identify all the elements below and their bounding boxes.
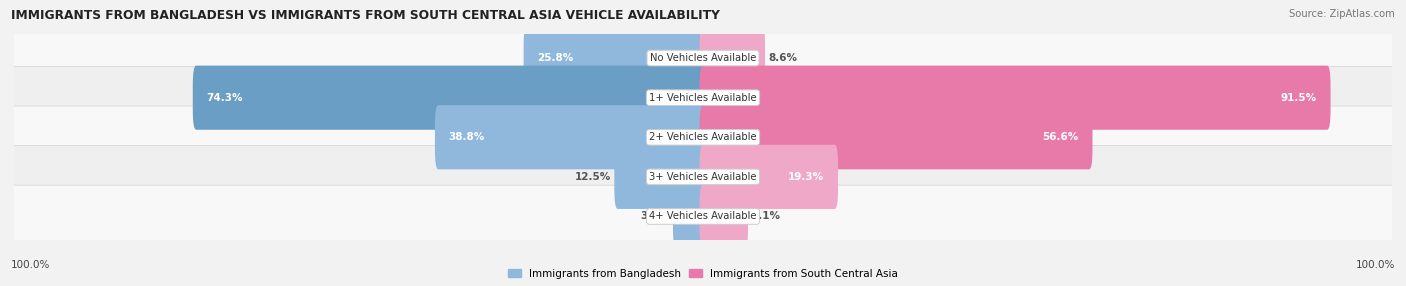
FancyBboxPatch shape <box>434 105 706 169</box>
Text: 8.6%: 8.6% <box>769 53 797 63</box>
FancyBboxPatch shape <box>700 65 1330 130</box>
Text: 56.6%: 56.6% <box>1043 132 1078 142</box>
Text: 100.0%: 100.0% <box>1355 260 1395 270</box>
Text: Source: ZipAtlas.com: Source: ZipAtlas.com <box>1289 9 1395 19</box>
FancyBboxPatch shape <box>700 26 765 90</box>
Text: 19.3%: 19.3% <box>789 172 824 182</box>
Text: No Vehicles Available: No Vehicles Available <box>650 53 756 63</box>
FancyBboxPatch shape <box>700 105 1092 169</box>
FancyBboxPatch shape <box>673 184 706 249</box>
FancyBboxPatch shape <box>13 185 1393 248</box>
Text: 38.8%: 38.8% <box>449 132 485 142</box>
FancyBboxPatch shape <box>523 26 706 90</box>
Text: 3+ Vehicles Available: 3+ Vehicles Available <box>650 172 756 182</box>
FancyBboxPatch shape <box>13 27 1393 89</box>
FancyBboxPatch shape <box>13 106 1393 168</box>
Text: 91.5%: 91.5% <box>1281 93 1317 103</box>
Text: 25.8%: 25.8% <box>537 53 574 63</box>
Text: 4+ Vehicles Available: 4+ Vehicles Available <box>650 211 756 221</box>
FancyBboxPatch shape <box>13 146 1393 208</box>
Text: 2+ Vehicles Available: 2+ Vehicles Available <box>650 132 756 142</box>
Legend: Immigrants from Bangladesh, Immigrants from South Central Asia: Immigrants from Bangladesh, Immigrants f… <box>506 267 900 281</box>
Text: 6.1%: 6.1% <box>751 211 780 221</box>
FancyBboxPatch shape <box>700 184 748 249</box>
Text: 74.3%: 74.3% <box>207 93 243 103</box>
Text: IMMIGRANTS FROM BANGLADESH VS IMMIGRANTS FROM SOUTH CENTRAL ASIA VEHICLE AVAILAB: IMMIGRANTS FROM BANGLADESH VS IMMIGRANTS… <box>11 9 720 21</box>
Text: 100.0%: 100.0% <box>11 260 51 270</box>
FancyBboxPatch shape <box>193 65 706 130</box>
FancyBboxPatch shape <box>614 145 706 209</box>
Text: 12.5%: 12.5% <box>575 172 612 182</box>
FancyBboxPatch shape <box>700 145 838 209</box>
Text: 1+ Vehicles Available: 1+ Vehicles Available <box>650 93 756 103</box>
FancyBboxPatch shape <box>13 66 1393 129</box>
Text: 3.9%: 3.9% <box>641 211 669 221</box>
